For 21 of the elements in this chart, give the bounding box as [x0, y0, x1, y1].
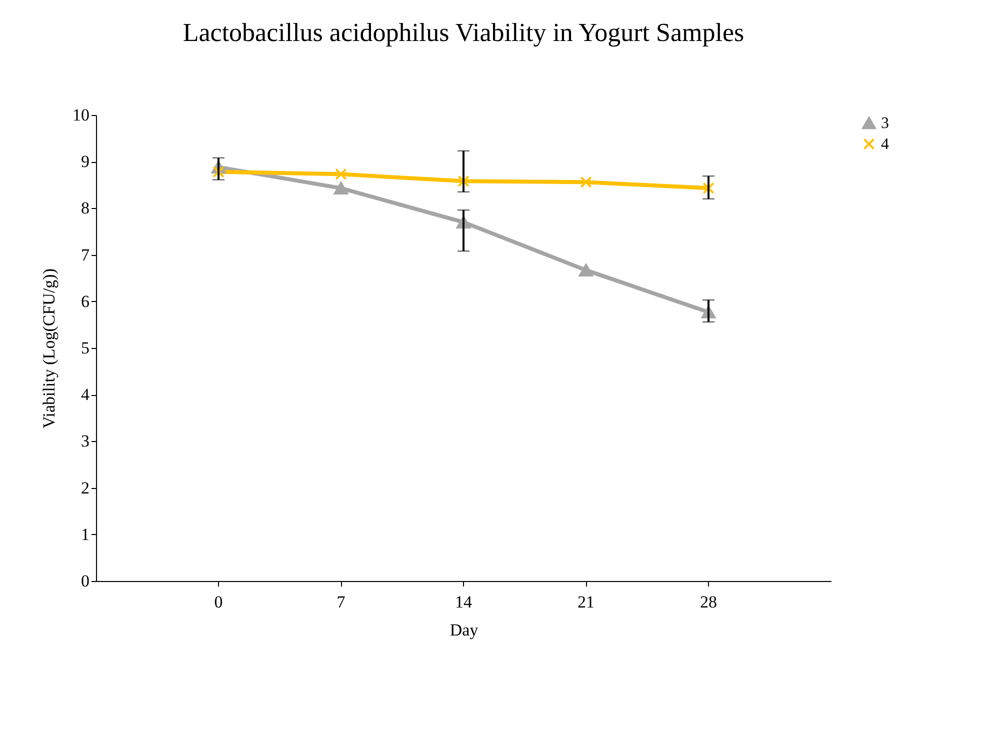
- y-tick-label: 0: [81, 572, 90, 590]
- x-tick-label: 28: [700, 592, 717, 612]
- x-tick-label: 7: [336, 592, 346, 612]
- y-tick-label: 1: [81, 524, 90, 544]
- y-axis-title: Viability (Log(CFU/g)): [40, 268, 58, 428]
- x-tick-label: 14: [455, 592, 472, 612]
- x-tick-label: 0: [214, 592, 223, 612]
- y-tick-label: 10: [72, 106, 90, 124]
- y-tick-label: 2: [81, 478, 90, 498]
- y-tick-label: 7: [81, 245, 90, 264]
- y-tick-label: 4: [81, 385, 90, 404]
- x-axis-title: Day: [450, 620, 479, 640]
- legend-label: 4: [881, 136, 889, 153]
- y-tick-label: 6: [81, 292, 90, 311]
- chart-title: Lactobacillus acidophilus Viability in Yogurt Samples: [182, 18, 744, 47]
- legend-label: 3: [881, 115, 889, 132]
- x-tick-label: 21: [578, 592, 594, 612]
- y-tick-label: 9: [81, 152, 90, 172]
- y-tick-label: 3: [81, 432, 90, 451]
- y-tick-label: 8: [81, 198, 90, 218]
- y-tick-label: 5: [81, 338, 90, 358]
